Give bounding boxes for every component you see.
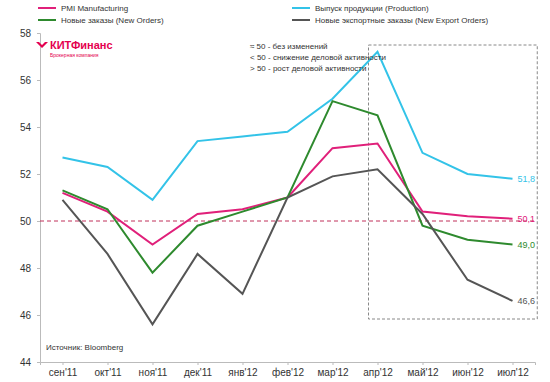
y-tick-mark bbox=[37, 315, 40, 316]
y-tick-label: 52 bbox=[20, 169, 32, 180]
x-tick-mark bbox=[513, 362, 514, 365]
x-tick-label: апр'12 bbox=[363, 367, 393, 378]
x-tick-mark bbox=[198, 362, 199, 365]
legend-label: Новые экспортные заказы (New Export Orde… bbox=[315, 16, 489, 25]
x-tick: сен'11 bbox=[49, 362, 78, 378]
x-tick: ноя'11 bbox=[139, 362, 168, 378]
x-tick-label: июн'12 bbox=[452, 367, 484, 378]
y-tick-mark bbox=[37, 221, 40, 222]
x-tick-label: окт'11 bbox=[95, 367, 122, 378]
x-tick-label: дек'11 bbox=[184, 367, 213, 378]
y-tick-label: 54 bbox=[20, 122, 32, 133]
y-tick-label: 58 bbox=[20, 28, 32, 39]
x-tick: мар'12 bbox=[317, 362, 348, 378]
y-tick-label: 48 bbox=[20, 263, 32, 274]
series-line bbox=[63, 169, 513, 324]
y-axis-line bbox=[37, 34, 41, 363]
y-tick-label: 50 bbox=[20, 216, 32, 227]
x-tick-mark bbox=[63, 362, 64, 365]
reference-line bbox=[40, 221, 535, 222]
logo: КИТФинансБрокерная компания bbox=[36, 39, 113, 58]
legend-label: Новые заказы (New Orders) bbox=[61, 16, 164, 25]
y-tick-label: 56 bbox=[20, 75, 32, 86]
series-line bbox=[63, 52, 513, 200]
legend-swatch bbox=[38, 7, 56, 9]
legend-entry: Выпуск продукции (Production) bbox=[292, 4, 429, 13]
logo-subtitle: Брокерная компания bbox=[50, 52, 99, 58]
chart: 44 46 48 50 52 54 56 58 сен'11 окт'11 ноя'11 дек'11… bbox=[0, 0, 550, 382]
value-label: 51,8 bbox=[518, 174, 536, 184]
x-tick-mark bbox=[153, 362, 154, 365]
y-tick-label: 46 bbox=[20, 310, 32, 321]
x-tick-mark bbox=[243, 362, 244, 365]
y-tick: 52 bbox=[20, 169, 40, 180]
legend: PMI Manufacturing Выпуск продукции (Produ… bbox=[38, 4, 489, 25]
x-tick-label: мар'12 bbox=[317, 367, 348, 378]
legend-entry: PMI Manufacturing bbox=[38, 4, 128, 13]
x-tick: дек'11 bbox=[184, 362, 213, 378]
value-label: 50,1 bbox=[518, 214, 536, 224]
legend-label: Выпуск продукции (Production) bbox=[315, 4, 429, 13]
y-tick: 48 bbox=[20, 263, 40, 274]
value-label: 49,0 bbox=[518, 240, 536, 250]
y-tick: 54 bbox=[20, 122, 40, 133]
x-tick-label: сен'11 bbox=[49, 367, 78, 378]
value-label: 46,6 bbox=[518, 296, 536, 306]
x-axis: сен'11 окт'11 ноя'11 дек'11 янв'12 фев'12 мар'… bbox=[41, 362, 536, 378]
y-tick: 46 bbox=[20, 310, 40, 321]
series-line bbox=[63, 143, 513, 244]
plot-area bbox=[40, 52, 535, 325]
y-tick-mark bbox=[37, 80, 40, 81]
legend-entry: Новые экспортные заказы (New Export Orde… bbox=[292, 16, 489, 25]
legend-swatch bbox=[292, 7, 310, 9]
y-tick-mark bbox=[37, 33, 40, 34]
y-tick-mark bbox=[37, 362, 40, 363]
legend-entry: Новые заказы (New Orders) bbox=[38, 16, 164, 25]
x-tick-label: июл'12 bbox=[497, 367, 529, 378]
logo-icon bbox=[36, 42, 48, 48]
x-tick-label: фев'12 bbox=[272, 367, 305, 378]
y-tick: 44 bbox=[20, 357, 40, 368]
y-tick: 56 bbox=[20, 75, 40, 86]
y-tick-mark bbox=[37, 174, 40, 175]
x-tick-label: май'12 bbox=[407, 367, 438, 378]
x-tick-label: янв'12 bbox=[228, 367, 258, 378]
x-tick-mark bbox=[333, 362, 334, 365]
logo-text: КИТФинанс bbox=[50, 39, 113, 51]
x-tick: янв'12 bbox=[228, 362, 258, 378]
x-tick-mark bbox=[423, 362, 424, 365]
y-tick-label: 44 bbox=[20, 357, 32, 368]
note: ≈ 50 - без изменений bbox=[250, 42, 328, 51]
x-tick-label: ноя'11 bbox=[139, 367, 168, 378]
legend-swatch bbox=[292, 19, 310, 21]
note: < 50 - снижение деловой активности bbox=[250, 53, 386, 62]
x-tick-mark bbox=[378, 362, 379, 365]
x-tick-mark bbox=[288, 362, 289, 365]
source: Источник: Bloomberg bbox=[46, 343, 123, 352]
x-axis-line bbox=[41, 363, 536, 366]
y-tick-mark bbox=[37, 268, 40, 269]
legend-label: PMI Manufacturing bbox=[61, 4, 128, 13]
x-tick-mark bbox=[468, 362, 469, 365]
x-tick: май'12 bbox=[407, 362, 438, 378]
x-tick: июн'12 bbox=[452, 362, 484, 378]
x-tick: окт'11 bbox=[95, 362, 122, 378]
x-tick: апр'12 bbox=[363, 362, 393, 378]
x-tick: фев'12 bbox=[272, 362, 305, 378]
y-tick: 50 bbox=[20, 216, 40, 227]
note: > 50 - рост деловой активности bbox=[250, 64, 366, 73]
x-tick-mark bbox=[108, 362, 109, 365]
x-tick: июл'12 bbox=[497, 362, 529, 378]
y-tick: 58 bbox=[20, 28, 40, 39]
legend-swatch bbox=[38, 19, 56, 21]
y-axis: 44 46 48 50 52 54 56 58 bbox=[20, 28, 41, 368]
y-tick-mark bbox=[37, 127, 40, 128]
